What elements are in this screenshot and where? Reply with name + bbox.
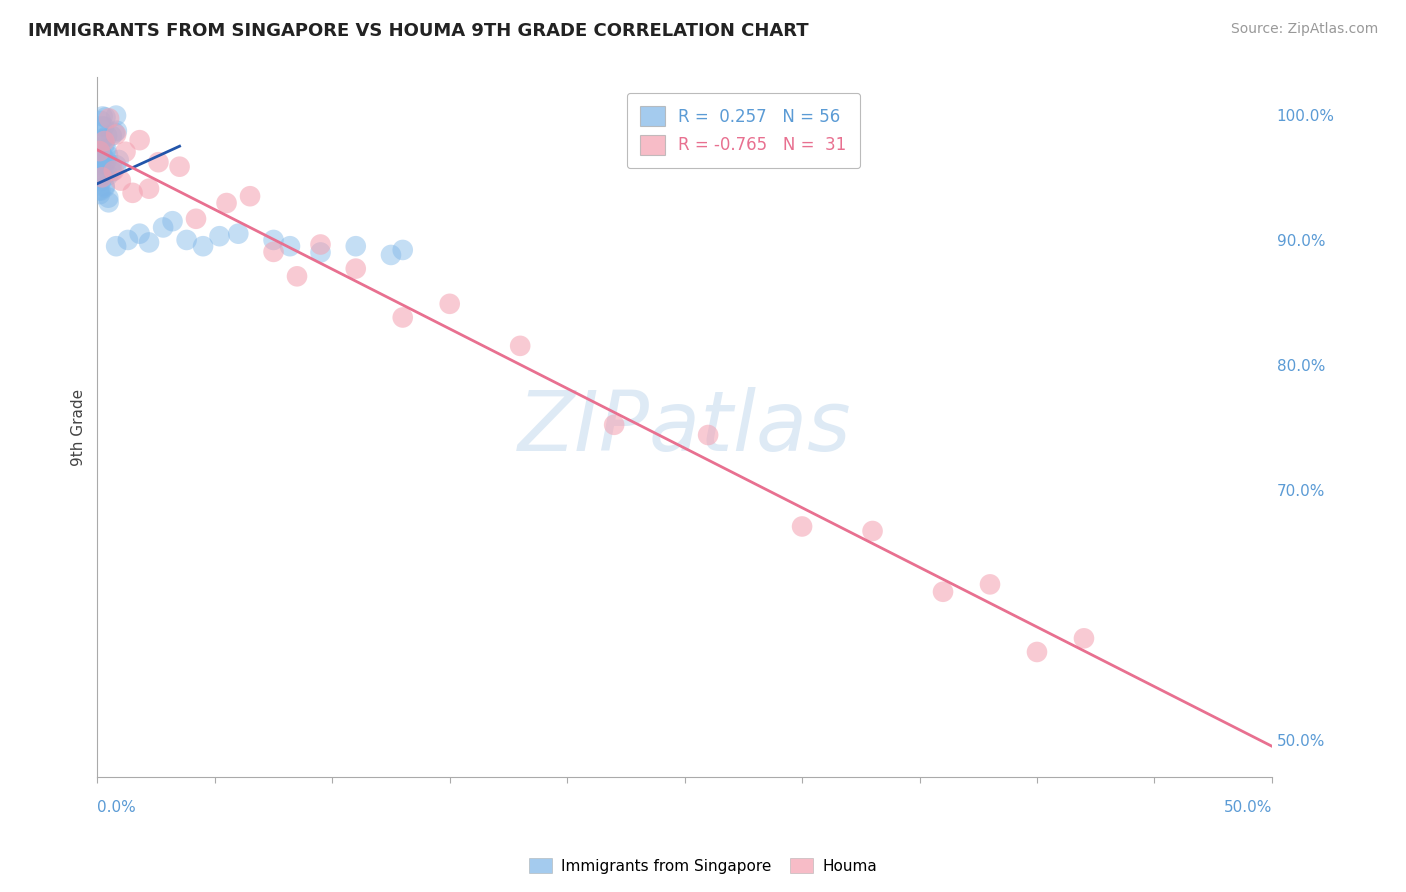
Point (391, 310, 413, 325)
Point (380, 248, 402, 262)
Point (603, 417, 626, 432)
Point (152, 220, 174, 235)
Point (93, 134, 115, 148)
Point (121, 186, 143, 200)
Y-axis label: 9th Grade: 9th Grade (72, 389, 86, 466)
Point (162, 214, 184, 228)
Point (176, 233, 198, 247)
Point (138, 182, 160, 196)
Point (105, 239, 128, 253)
Point (285, 269, 308, 284)
Point (91, 148, 114, 162)
Point (697, 428, 720, 442)
Point (148, 155, 170, 169)
Point (97, 195, 120, 210)
Point (90, 119, 112, 133)
Point (90, 152, 112, 166)
Point (344, 261, 367, 276)
Point (91, 170, 114, 185)
Point (97, 169, 120, 183)
Point (91, 148, 114, 162)
Point (101, 164, 124, 178)
Point (87, 157, 110, 171)
Point (979, 577, 1001, 591)
Point (89, 187, 111, 202)
Point (100, 158, 122, 172)
Point (97, 148, 120, 162)
Text: 50.0%: 50.0% (1223, 800, 1272, 815)
Point (103, 163, 125, 178)
Point (91, 133, 114, 147)
Point (105, 124, 128, 138)
Point (344, 239, 367, 253)
Point (932, 584, 955, 599)
Point (117, 233, 139, 247)
Point (94, 168, 117, 182)
Point (94, 111, 117, 125)
Point (184, 211, 207, 226)
Point (93, 179, 115, 194)
Point (90, 174, 112, 188)
Text: Source: ZipAtlas.com: Source: ZipAtlas.com (1230, 22, 1378, 37)
Point (90, 168, 112, 182)
Point (439, 297, 461, 311)
Point (93, 120, 115, 134)
Text: 0.0%: 0.0% (97, 800, 136, 815)
Point (208, 229, 231, 244)
Point (110, 173, 132, 187)
Point (89, 184, 111, 198)
Point (93, 157, 115, 171)
Point (128, 133, 150, 147)
Point (391, 243, 413, 257)
Point (94, 180, 117, 194)
Point (263, 244, 285, 259)
Point (309, 237, 332, 252)
Point (97, 191, 120, 205)
Point (1026, 645, 1049, 659)
Point (226, 227, 249, 241)
Point (107, 153, 129, 167)
Point (114, 145, 136, 159)
Point (91, 110, 114, 124)
Point (309, 245, 332, 260)
Point (91, 166, 114, 180)
Point (93, 138, 115, 153)
Point (105, 158, 128, 172)
Point (169, 160, 191, 174)
Point (104, 126, 127, 140)
Point (87, 155, 110, 169)
Point (89, 158, 111, 172)
Point (138, 235, 160, 250)
Legend: Immigrants from Singapore, Houma: Immigrants from Singapore, Houma (523, 852, 883, 880)
Point (128, 227, 150, 241)
Point (105, 109, 128, 123)
Point (98, 112, 121, 126)
Point (263, 233, 285, 247)
Point (90, 134, 112, 148)
Point (96, 153, 118, 168)
Point (278, 239, 301, 253)
Point (91, 131, 114, 145)
Point (191, 239, 214, 253)
Point (105, 128, 128, 142)
Point (96, 142, 118, 156)
Legend: R =  0.257   N = 56, R = -0.765   N =  31: R = 0.257 N = 56, R = -0.765 N = 31 (627, 93, 860, 169)
Text: IMMIGRANTS FROM SINGAPORE VS HOUMA 9TH GRADE CORRELATION CHART: IMMIGRANTS FROM SINGAPORE VS HOUMA 9TH G… (28, 22, 808, 40)
Point (862, 524, 884, 538)
Point (790, 519, 813, 533)
Point (89, 144, 111, 158)
Point (239, 189, 262, 203)
Point (96, 128, 118, 143)
Text: ZIPatlas: ZIPatlas (517, 387, 852, 468)
Point (215, 196, 238, 211)
Point (1073, 632, 1095, 646)
Point (90, 113, 112, 128)
Point (89, 183, 111, 197)
Point (101, 128, 124, 143)
Point (509, 339, 531, 353)
